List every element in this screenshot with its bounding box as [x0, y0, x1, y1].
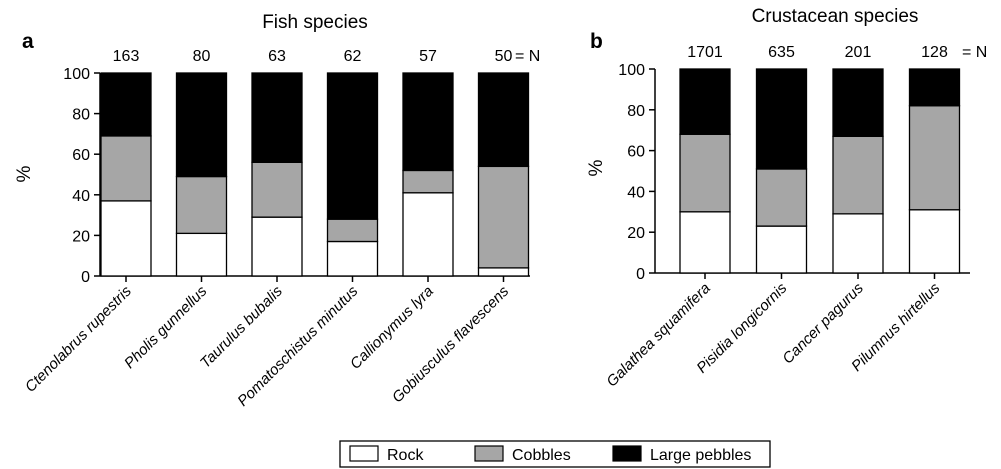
legend: Rock Cobbles Large pebbles: [339, 440, 771, 468]
bar-segment-cobbles: [679, 133, 731, 213]
bar-segment-cobbles: [755, 168, 808, 227]
bar-segment-large-pebbles: [477, 72, 530, 168]
bar-segment-rock: [477, 267, 530, 277]
legend-label: Large pebbles: [650, 447, 751, 464]
y-tick-label: 20: [72, 228, 90, 245]
category-label: Ctenolabrus rupestris: [22, 282, 135, 395]
bar-segment-large-pebbles: [402, 72, 454, 172]
y-tick-label: 0: [81, 269, 90, 286]
n-value: 201: [845, 44, 872, 61]
y-tick-label: 80: [627, 103, 645, 120]
bar-segment-rock: [908, 209, 961, 274]
y-tick-label: 60: [72, 147, 90, 164]
bar-segment-cobbles: [832, 135, 884, 215]
legend-label: Rock: [387, 447, 424, 464]
chart-title: Fish species: [262, 12, 368, 33]
y-tick-label: 0: [636, 266, 645, 283]
panel-b: Crustacean species b 0 20 40 60 80 100% 1701 Gala…: [586, 6, 987, 390]
chart-title: Crustacean species: [752, 6, 919, 27]
y-axis-label: %: [14, 165, 35, 182]
bar-segment-cobbles: [326, 218, 379, 243]
n-value: 80: [193, 48, 211, 65]
n-value: 50: [495, 48, 513, 65]
n-suffix: = N: [962, 44, 987, 61]
bar-segment-large-pebbles: [326, 72, 379, 220]
n-value: 62: [344, 48, 362, 65]
bar-segment-cobbles: [908, 105, 961, 211]
n-value: 635: [768, 44, 795, 61]
category-label: Pomatoschistus minutus: [234, 282, 361, 409]
bar-segment-rock: [755, 225, 808, 274]
legend-swatch-rock: [349, 445, 379, 462]
bar-segment-rock: [175, 232, 228, 277]
n-value: 128: [921, 44, 948, 61]
y-tick-label: 40: [627, 184, 645, 201]
y-tick-label: 100: [618, 62, 645, 79]
n-value: 57: [419, 48, 437, 65]
bar-segment-large-pebbles: [175, 72, 228, 178]
legend-box: [339, 440, 771, 468]
legend-swatch-large-pebbles: [612, 445, 642, 462]
bar-segment-cobbles: [477, 165, 530, 269]
category-label: Cancer pagurus: [779, 279, 867, 367]
n-value: 163: [113, 48, 140, 65]
y-tick-label: 80: [72, 107, 90, 124]
y-tick-label: 100: [63, 66, 90, 83]
y-tick-label: 20: [627, 225, 645, 242]
panel-label: a: [22, 30, 34, 53]
bar-segment-large-pebbles: [679, 68, 731, 135]
y-tick-label: 60: [627, 144, 645, 161]
bar-segment-large-pebbles: [832, 68, 884, 137]
legend-label: Cobbles: [512, 447, 571, 464]
y-axis-label: %: [586, 159, 607, 176]
bar-segment-rock: [326, 240, 379, 277]
bar-segment-rock: [100, 200, 152, 277]
bar-segment-cobbles: [100, 135, 152, 202]
bar-segment-large-pebbles: [100, 72, 152, 137]
n-value: 1701: [687, 44, 723, 61]
bar-segment-cobbles: [402, 169, 454, 194]
n-suffix: = N: [515, 48, 540, 65]
bar-segment-rock: [832, 213, 884, 274]
bar-segment-cobbles: [251, 161, 303, 218]
panel-label: b: [590, 30, 603, 53]
bar-segment-large-pebbles: [755, 68, 808, 170]
bar-segment-cobbles: [175, 175, 228, 235]
n-value: 63: [268, 48, 286, 65]
legend-swatch-cobbles: [474, 445, 504, 462]
bar-segment-large-pebbles: [251, 72, 303, 163]
panel-a: Fish species a 0 20 40 60 80 100% 163 Ctenolabrus…: [14, 12, 540, 410]
category-label: Galathea squamifera: [603, 280, 713, 390]
bar-segment-rock: [402, 192, 454, 277]
bar-segment-rock: [251, 216, 303, 277]
y-tick-label: 40: [72, 188, 90, 205]
bar-segment-rock: [679, 211, 731, 274]
bar-segment-large-pebbles: [908, 68, 961, 107]
